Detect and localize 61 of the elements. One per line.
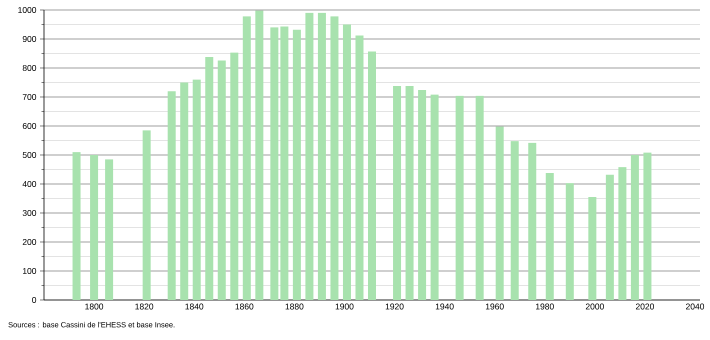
bar	[566, 183, 574, 300]
bar	[330, 16, 338, 300]
x-tick-label: 1840	[185, 304, 204, 310]
x-tick-label: 1960	[486, 304, 504, 310]
bar	[318, 12, 326, 300]
x-tick-label: 1860	[236, 304, 254, 310]
bar	[280, 26, 288, 300]
bar	[528, 142, 536, 300]
y-tick-label: 100	[22, 268, 36, 274]
bar	[205, 56, 214, 300]
bar	[192, 80, 201, 300]
bar	[242, 16, 251, 300]
bar	[90, 154, 98, 300]
bar	[510, 141, 519, 300]
x-tick-label: 1820	[135, 304, 154, 310]
bar	[496, 126, 504, 300]
y-tick-label: 900	[22, 36, 36, 42]
bar	[630, 154, 639, 300]
y-tick-label: 600	[22, 123, 36, 129]
bar	[618, 167, 626, 300]
bar	[142, 130, 151, 300]
x-tick-label: 1880	[286, 304, 304, 310]
bar	[418, 90, 426, 300]
x-tick-label: 1900	[336, 304, 354, 310]
y-tick-label: 800	[22, 65, 36, 71]
bar	[430, 94, 439, 300]
x-tick-label: 2000	[586, 304, 604, 310]
x-tick-label: 2040	[686, 304, 704, 310]
x-tick-label: 1920	[386, 304, 404, 310]
bar	[105, 159, 114, 300]
bar	[270, 27, 278, 300]
x-tick-label: 2020	[636, 304, 654, 310]
bar	[342, 24, 351, 300]
bar	[168, 91, 176, 300]
y-tick-label: 0	[32, 297, 36, 303]
x-tick-label: 1940	[436, 304, 454, 310]
bar	[606, 174, 614, 300]
x-tick-label: 1980	[536, 304, 554, 310]
bar	[180, 82, 188, 300]
bar	[406, 86, 414, 300]
y-tick-label: 300	[22, 210, 36, 216]
bar	[546, 172, 554, 300]
bar	[292, 30, 301, 300]
y-tick-label: 500	[22, 152, 36, 158]
bar	[218, 60, 226, 300]
y-tick-label: 700	[22, 94, 36, 100]
bar	[305, 12, 314, 300]
bar	[588, 197, 596, 300]
bar	[355, 36, 364, 300]
bar	[230, 52, 238, 300]
y-tick-label: 400	[22, 181, 36, 187]
bar	[255, 10, 264, 300]
bar	[72, 152, 81, 300]
bar	[456, 96, 464, 300]
bar	[368, 51, 376, 300]
x-tick-label: 1800	[85, 304, 104, 310]
bar	[476, 96, 484, 300]
y-tick-label: 1000	[18, 7, 36, 13]
y-tick-label: 200	[22, 239, 36, 245]
bar	[393, 86, 402, 300]
bar	[643, 152, 652, 300]
